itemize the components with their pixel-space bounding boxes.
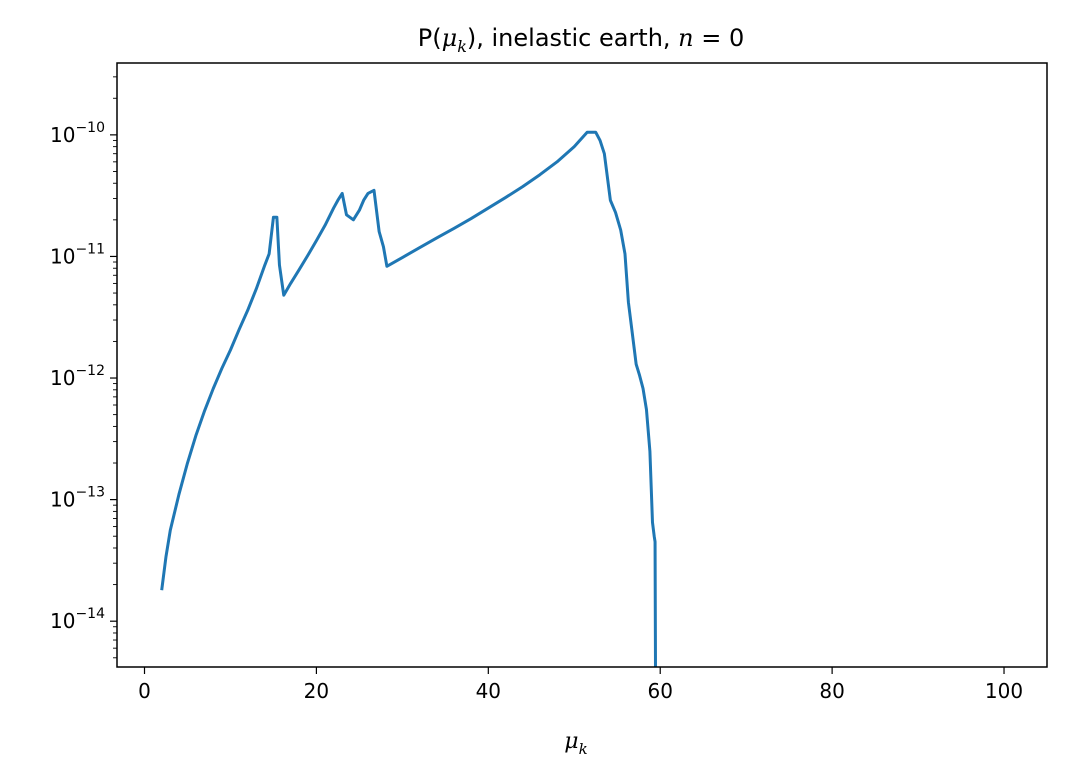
chart-title: P(μk), inelastic earth, n = 0	[418, 24, 745, 56]
x-axis-label: μk	[564, 729, 587, 758]
y-tick-label: 10−11	[50, 241, 105, 268]
x-axis-ticks: 0 20 40 60 80 100	[138, 667, 1023, 703]
title-middle: ), inelastic earth,	[467, 24, 678, 52]
title-suffix: = 0	[694, 24, 745, 52]
y-tick-label: 10−10	[50, 120, 105, 147]
y-tick-label: 10−13	[50, 485, 105, 512]
title-prefix: P(	[418, 24, 442, 52]
title-mu: μ	[442, 24, 458, 52]
title-mu-subscript: k	[457, 37, 467, 56]
x-axis-label-subscript: k	[579, 740, 588, 758]
x-tick-label: 80	[819, 679, 844, 703]
x-tick-label: 100	[985, 679, 1023, 703]
x-axis-label-mu: μ	[564, 729, 578, 754]
x-tick-label: 60	[647, 679, 672, 703]
title-n: n	[678, 24, 693, 52]
series-group	[160, 130, 657, 668]
y-axis-ticks: 10−14 10−13 10−12 10−11 10−10	[50, 76, 117, 659]
y-tick-label: 10−12	[50, 363, 105, 390]
x-tick-label: 0	[138, 679, 151, 703]
x-tick-label: 20	[304, 679, 329, 703]
y-tick-label: 10−14	[50, 606, 105, 633]
plot-frame	[116, 62, 1048, 668]
series-line-1	[160, 130, 657, 668]
x-tick-label: 40	[476, 679, 501, 703]
